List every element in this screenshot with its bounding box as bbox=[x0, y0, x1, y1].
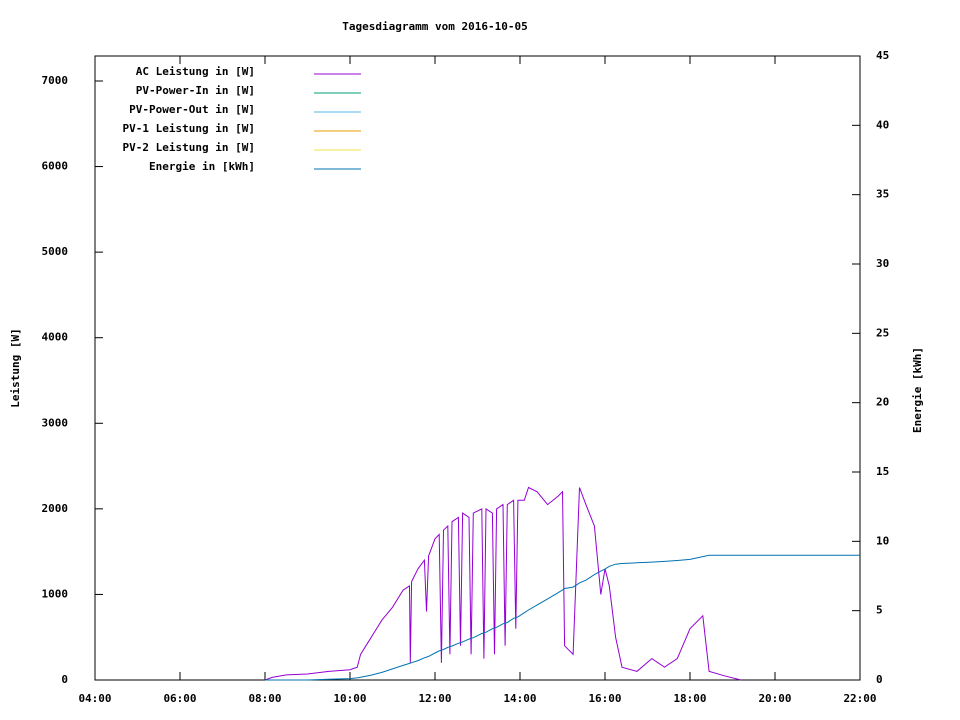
y-tick-label: 4000 bbox=[42, 331, 69, 344]
x-tick-label: 18:00 bbox=[673, 692, 706, 705]
y2-tick-label: 30 bbox=[876, 257, 889, 270]
y-tick-label: 6000 bbox=[42, 160, 69, 173]
x-tick-label: 20:00 bbox=[758, 692, 791, 705]
legend-label: Energie in [kWh] bbox=[149, 160, 255, 173]
y2-tick-label: 35 bbox=[876, 188, 889, 201]
x-tick-label: 06:00 bbox=[163, 692, 196, 705]
x-tick-label: 04:00 bbox=[78, 692, 111, 705]
y-tick-label: 5000 bbox=[42, 245, 69, 258]
chart-title: Tagesdiagramm vom 2016-10-05 bbox=[342, 20, 527, 33]
y2-tick-label: 5 bbox=[876, 604, 883, 617]
x-tick-label: 12:00 bbox=[418, 692, 451, 705]
y-tick-label: 3000 bbox=[42, 416, 69, 429]
legend-label: AC Leistung in [W] bbox=[136, 65, 255, 78]
y2-tick-label: 40 bbox=[876, 118, 889, 131]
y2-tick-label: 45 bbox=[876, 49, 889, 62]
x-tick-label: 14:00 bbox=[503, 692, 536, 705]
legend-label: PV-Power-Out in [W] bbox=[129, 103, 255, 116]
y2-tick-label: 25 bbox=[876, 326, 889, 339]
legend-label: PV-1 Leistung in [W] bbox=[123, 122, 255, 135]
y2-tick-label: 20 bbox=[876, 396, 889, 409]
y-tick-label: 1000 bbox=[42, 587, 69, 600]
y-axis-label: Leistung [W] bbox=[9, 328, 22, 407]
y2-axis-label: Energie [kWh] bbox=[911, 347, 924, 433]
y2-tick-label: 0 bbox=[876, 673, 883, 686]
x-tick-label: 08:00 bbox=[248, 692, 281, 705]
y-tick-label: 7000 bbox=[42, 74, 69, 87]
x-tick-label: 22:00 bbox=[843, 692, 876, 705]
legend-label: PV-Power-In in [W] bbox=[136, 84, 255, 97]
plot-border bbox=[94, 55, 861, 681]
x-tick-label: 16:00 bbox=[588, 692, 621, 705]
legend-label: PV-2 Leistung in [W] bbox=[123, 141, 255, 154]
data-line bbox=[264, 486, 742, 681]
y-tick-label: 0 bbox=[61, 673, 68, 686]
y2-tick-label: 15 bbox=[876, 465, 889, 478]
y-tick-label: 2000 bbox=[42, 502, 69, 515]
data-line bbox=[265, 554, 860, 681]
x-tick-label: 10:00 bbox=[333, 692, 366, 705]
y2-tick-label: 10 bbox=[876, 534, 889, 547]
